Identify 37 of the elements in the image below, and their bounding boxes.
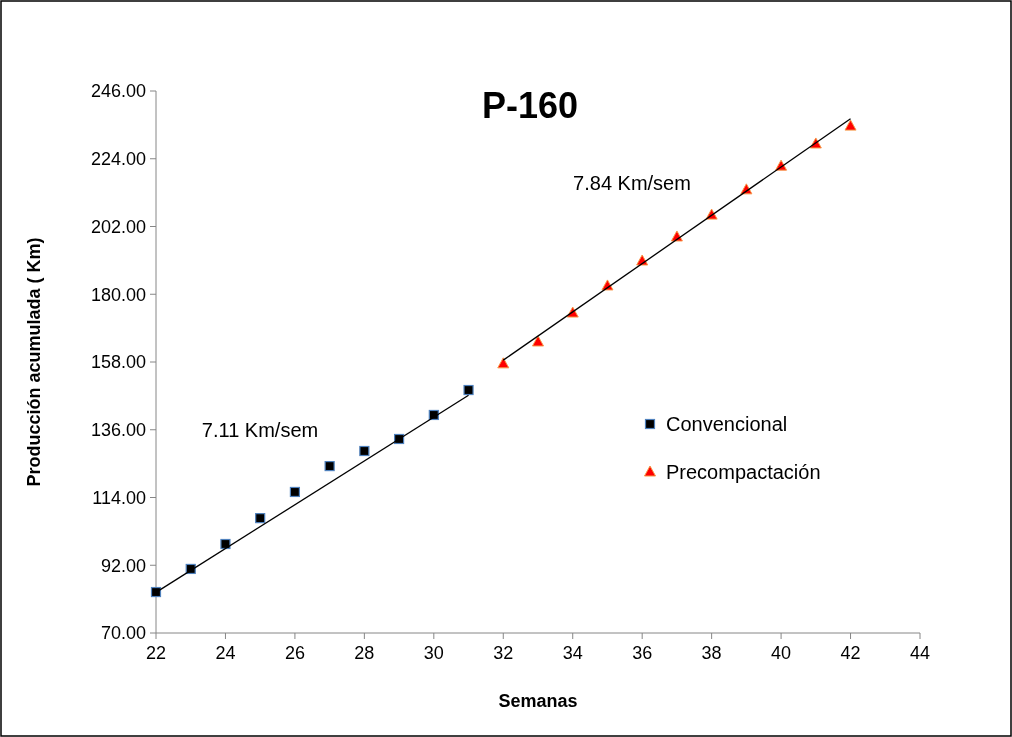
- legend-label: Convencional: [666, 413, 788, 435]
- point: [532, 335, 544, 347]
- point: [255, 513, 266, 524]
- chart-title: P-160: [481, 85, 579, 126]
- x-tick-label: 26: [284, 643, 305, 663]
- y-tick-label: 158.00: [90, 352, 146, 373]
- x-tick-label: 22: [145, 643, 167, 663]
- y-tick-label: 70.00: [100, 623, 146, 644]
- y-tick-label: 224.00: [90, 149, 146, 170]
- y-axis-title: Producción acumulada ( Km): [24, 237, 44, 487]
- point: [324, 460, 335, 472]
- x-tick-label: 36: [632, 643, 653, 663]
- point: [463, 384, 474, 396]
- y-tick-label: 92.00: [100, 555, 146, 576]
- y-tick-label: 246.00: [90, 81, 146, 102]
- x-tick-label: 38: [701, 643, 722, 663]
- y-tick-label: 202.00: [90, 216, 146, 237]
- annotation: 7.84 Km/sem: [573, 172, 691, 194]
- y-tick-label: 136.00: [90, 420, 146, 441]
- x-tick-label: 24: [215, 643, 236, 663]
- x-tick-label: 32: [493, 643, 514, 663]
- annotation: 7.11 Km/sem: [201, 419, 319, 441]
- x-tick-label: 42: [840, 643, 861, 663]
- x-tick-label: 40: [771, 643, 792, 663]
- x-tick-label: 30: [423, 643, 444, 663]
- x-tick-label: 34: [562, 643, 583, 663]
- point: [497, 357, 510, 369]
- x-axis-title: Semanas: [498, 691, 578, 711]
- point: [844, 119, 857, 131]
- legend-label: Precompactación: [666, 461, 821, 483]
- x-tick-label: 44: [909, 643, 931, 663]
- point: [359, 445, 370, 457]
- x-tick-label: 28: [354, 643, 375, 663]
- y-tick-label: 114.00: [92, 487, 146, 508]
- point: [289, 486, 301, 498]
- y-tick-label: 180.00: [90, 284, 146, 305]
- point: [220, 538, 231, 550]
